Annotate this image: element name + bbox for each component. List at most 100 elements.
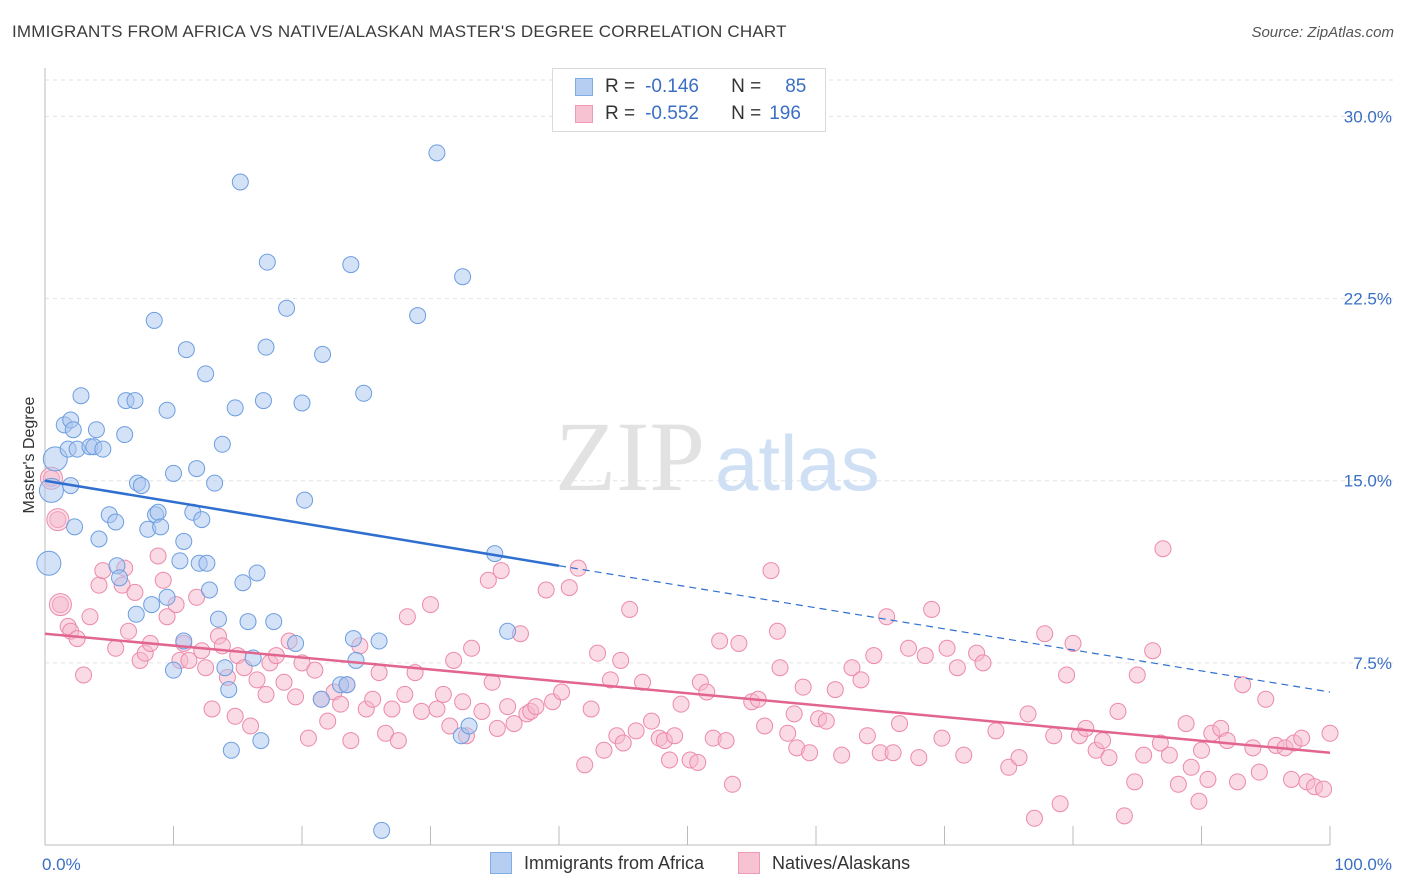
- point-natives: [723, 775, 741, 793]
- point-natives: [1244, 739, 1262, 757]
- grid-lines: [45, 79, 1395, 664]
- x-tick-label: 0.0%: [42, 855, 81, 874]
- point-africa: [177, 341, 195, 359]
- point-natives: [1321, 724, 1339, 742]
- point-natives: [1094, 732, 1112, 750]
- point-africa: [278, 299, 296, 317]
- trend-lines: [44, 479, 1331, 754]
- point-natives: [612, 651, 630, 669]
- point-natives: [193, 642, 211, 660]
- point-natives: [248, 671, 266, 689]
- point-natives: [180, 651, 198, 669]
- point-natives: [488, 719, 506, 737]
- series-legend-swatch-africa: [490, 852, 512, 874]
- point-natives: [413, 702, 431, 720]
- point-natives: [582, 700, 600, 718]
- point-africa: [94, 440, 112, 458]
- point-natives: [666, 727, 684, 745]
- axes: [44, 68, 1331, 846]
- point-natives: [81, 608, 99, 626]
- point-natives: [1315, 780, 1333, 798]
- point-natives: [1115, 807, 1133, 825]
- point-natives: [492, 562, 510, 580]
- point-africa: [158, 588, 176, 606]
- point-natives: [1064, 634, 1082, 652]
- point-africa: [314, 345, 332, 363]
- legend-row-natives: R = -0.552 N = 196: [575, 102, 801, 126]
- chart-title: IMMIGRANTS FROM AFRICA VS NATIVE/ALASKAN…: [12, 22, 787, 41]
- axis-labels: 7.5% 15.0% 22.5% 30.0% 0.0% 100.0%: [42, 107, 1392, 874]
- point-natives: [801, 744, 819, 762]
- point-natives: [473, 702, 491, 720]
- point-natives: [987, 722, 1005, 740]
- legend-n-label: N =: [731, 103, 762, 124]
- series-legend-label-africa: Immigrants from Africa: [524, 852, 705, 873]
- legend-n-label: N =: [731, 76, 762, 97]
- point-africa: [344, 630, 362, 648]
- legend-r-value-natives: -0.552: [645, 103, 699, 124]
- point-natives: [779, 724, 797, 742]
- point-natives: [1151, 734, 1169, 752]
- point-africa: [111, 569, 129, 587]
- point-africa: [338, 676, 356, 694]
- point-natives: [364, 690, 382, 708]
- point-natives: [1177, 715, 1195, 733]
- point-natives: [1126, 773, 1144, 791]
- point-natives: [1051, 795, 1069, 813]
- point-africa: [248, 564, 266, 582]
- point-africa: [171, 552, 189, 570]
- point-natives: [107, 639, 125, 657]
- point-africa: [373, 821, 391, 839]
- point-natives: [923, 600, 941, 618]
- point-africa: [231, 173, 249, 191]
- point-natives: [479, 571, 497, 589]
- point-natives: [1169, 775, 1187, 793]
- point-natives: [614, 734, 632, 752]
- point-africa: [239, 613, 257, 631]
- point-natives: [569, 559, 587, 577]
- point-natives: [865, 647, 883, 665]
- point-africa: [428, 144, 446, 162]
- point-natives: [383, 700, 401, 718]
- point-africa: [499, 622, 517, 640]
- point-natives: [226, 707, 244, 725]
- point-natives: [756, 717, 774, 735]
- point-natives: [672, 695, 690, 713]
- point-africa: [66, 518, 84, 536]
- point-africa: [126, 392, 144, 410]
- point-natives: [1218, 732, 1236, 750]
- point-natives: [833, 746, 851, 764]
- watermark: ZIP atlas: [555, 401, 880, 512]
- point-natives: [398, 608, 416, 626]
- point-natives: [396, 685, 414, 703]
- point-natives: [1250, 763, 1268, 781]
- point-africa: [116, 426, 134, 444]
- point-africa: [409, 307, 427, 325]
- point-natives: [149, 547, 167, 565]
- point-natives: [933, 729, 951, 747]
- point-africa: [216, 659, 234, 677]
- point-natives: [1190, 792, 1208, 810]
- point-natives: [1019, 705, 1037, 723]
- point-natives: [158, 608, 176, 626]
- point-natives: [422, 596, 439, 614]
- point-natives: [589, 644, 607, 662]
- point-natives: [938, 639, 956, 657]
- point-natives: [299, 729, 317, 747]
- point-natives: [1100, 749, 1118, 767]
- series-natives-points: [39, 466, 1339, 827]
- point-africa: [38, 477, 64, 503]
- legend-r-label: R =: [605, 76, 636, 97]
- point-africa: [64, 421, 82, 439]
- point-natives: [1109, 702, 1127, 720]
- point-natives: [537, 581, 555, 599]
- point-africa: [342, 256, 360, 274]
- point-natives: [257, 685, 275, 703]
- point-africa: [149, 503, 167, 521]
- watermark-zip: ZIP: [555, 401, 705, 512]
- y-tick-label: 7.5%: [1353, 654, 1392, 673]
- point-natives: [275, 673, 293, 691]
- point-africa: [213, 435, 231, 453]
- point-natives: [878, 608, 896, 626]
- point-natives: [1182, 758, 1200, 776]
